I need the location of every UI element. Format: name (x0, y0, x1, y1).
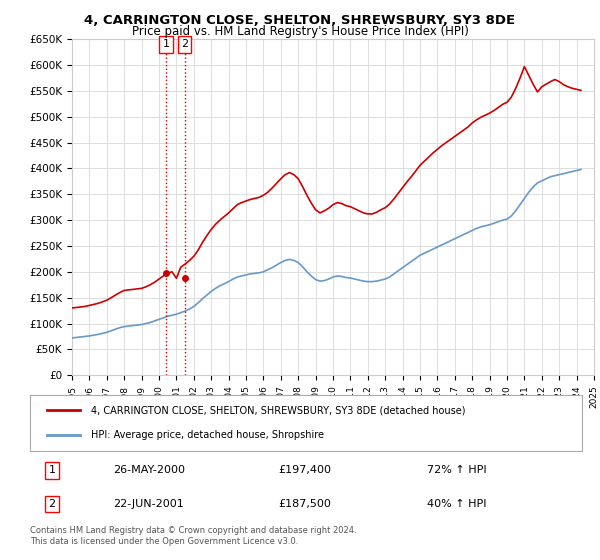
Text: £187,500: £187,500 (278, 499, 331, 509)
Text: Price paid vs. HM Land Registry's House Price Index (HPI): Price paid vs. HM Land Registry's House … (131, 25, 469, 38)
Text: 4, CARRINGTON CLOSE, SHELTON, SHREWSBURY, SY3 8DE: 4, CARRINGTON CLOSE, SHELTON, SHREWSBURY… (85, 14, 515, 27)
Text: 1: 1 (163, 39, 169, 49)
Text: £197,400: £197,400 (278, 465, 331, 475)
Text: 22-JUN-2001: 22-JUN-2001 (113, 499, 184, 509)
Text: 26-MAY-2000: 26-MAY-2000 (113, 465, 185, 475)
Text: 40% ↑ HPI: 40% ↑ HPI (427, 499, 487, 509)
Text: HPI: Average price, detached house, Shropshire: HPI: Average price, detached house, Shro… (91, 430, 324, 440)
Text: 2: 2 (49, 499, 56, 509)
Text: Contains HM Land Registry data © Crown copyright and database right 2024.
This d: Contains HM Land Registry data © Crown c… (30, 526, 356, 546)
Text: 2: 2 (181, 39, 188, 49)
Text: 4, CARRINGTON CLOSE, SHELTON, SHREWSBURY, SY3 8DE (detached house): 4, CARRINGTON CLOSE, SHELTON, SHREWSBURY… (91, 405, 465, 416)
Text: 72% ↑ HPI: 72% ↑ HPI (427, 465, 487, 475)
Text: 1: 1 (49, 465, 56, 475)
